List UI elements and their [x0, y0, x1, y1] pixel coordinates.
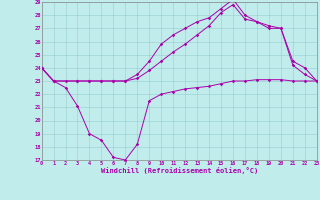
X-axis label: Windchill (Refroidissement éolien,°C): Windchill (Refroidissement éolien,°C)	[100, 167, 258, 174]
